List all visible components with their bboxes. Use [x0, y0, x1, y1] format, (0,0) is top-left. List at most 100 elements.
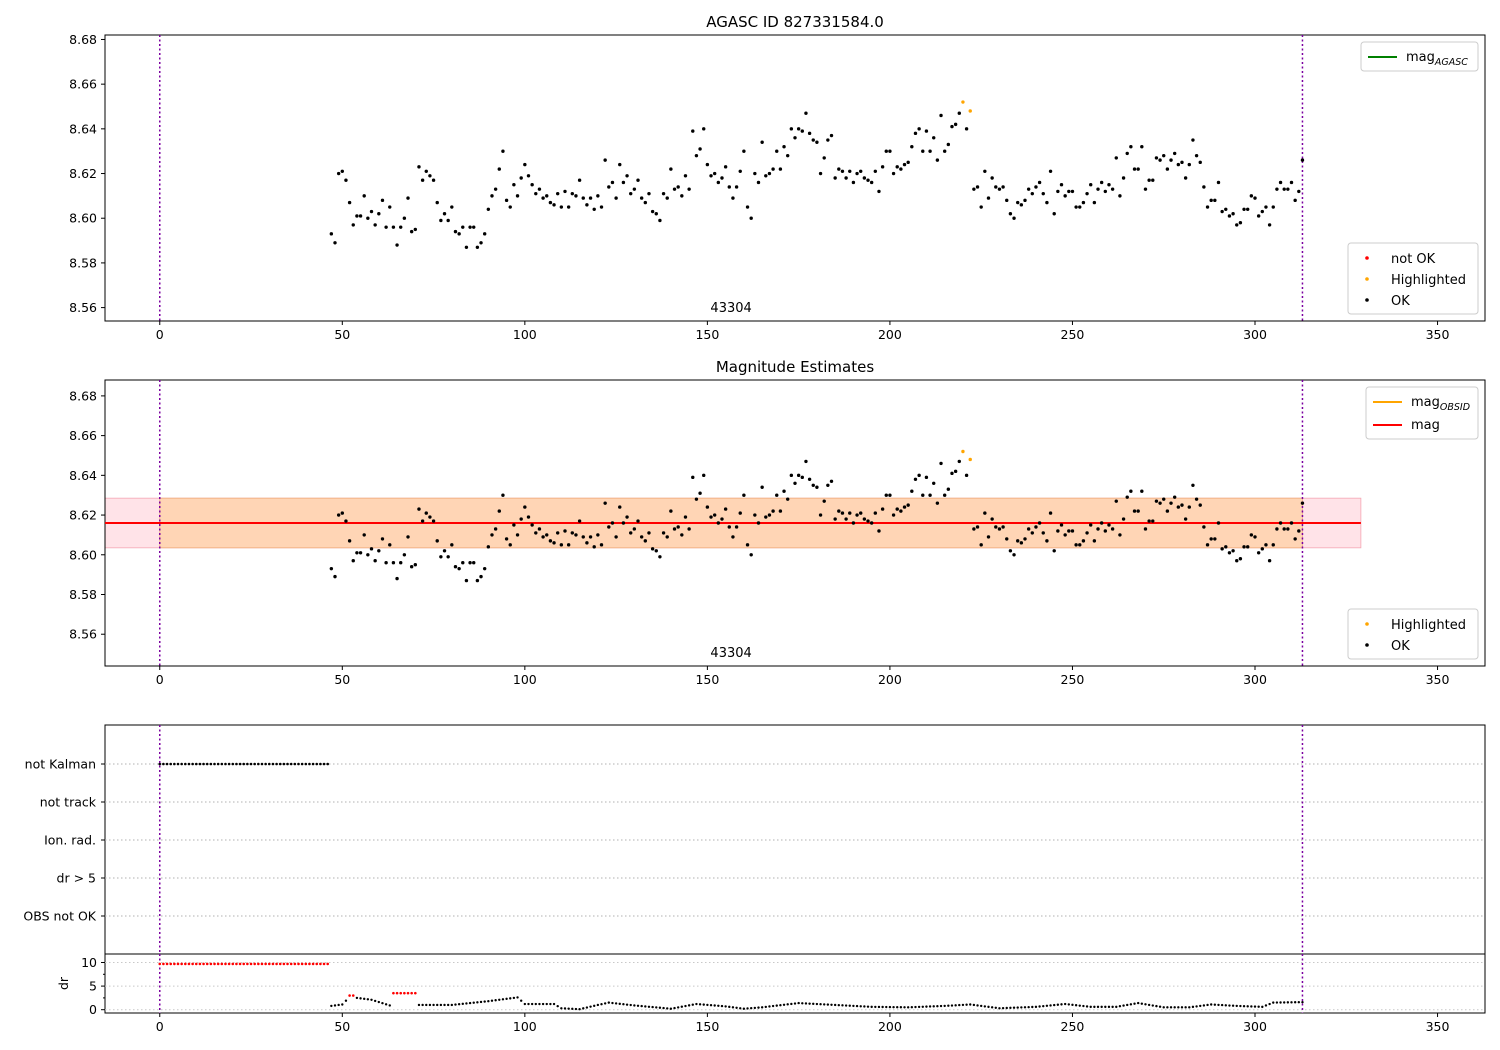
p1-point-ok [855, 171, 859, 176]
p4-dr-point [1166, 1006, 1169, 1009]
p2-point-ok [1005, 537, 1009, 541]
p2-point-ok [950, 471, 954, 476]
p4-dr-point [1031, 1005, 1034, 1009]
p2-point-ok [369, 547, 374, 551]
p4-dr-point-not-ok [257, 962, 260, 966]
p4-dr-point [585, 1006, 589, 1009]
p1-point-ok [1169, 158, 1173, 162]
p3-not-kalman-point [286, 762, 289, 766]
p2-point-ok [1026, 527, 1031, 531]
p1-point-ok [1045, 200, 1049, 205]
p4-dr-point [1217, 1003, 1220, 1007]
p4-dr-point [954, 1004, 957, 1007]
p4-dr-point [1005, 1006, 1008, 1010]
p4-dr-point [541, 1002, 545, 1006]
p3-not-kalman-point [198, 762, 202, 766]
p2-point-ok [895, 507, 899, 511]
p2-point-ok [975, 525, 980, 529]
p1-point-ok [712, 171, 717, 176]
p1-point-ok [921, 149, 925, 153]
p1-point-ok [1275, 187, 1279, 191]
p1-point-ok [395, 243, 399, 247]
p2-point-ok [1052, 549, 1056, 553]
p2-point-ok [442, 549, 447, 553]
p1-point-ok [428, 174, 432, 178]
p4-dr-point [1042, 1004, 1045, 1008]
p1-point-ok [1037, 180, 1042, 185]
p4-dr-point [1144, 1003, 1147, 1006]
p2-point-ok [716, 521, 721, 525]
p1-point-ok [764, 174, 768, 178]
p4-dr-point [1177, 1006, 1180, 1009]
p3-not-kalman-point [209, 762, 213, 766]
p2-point-ok [723, 507, 728, 511]
p1-point-ok [461, 225, 465, 229]
p4-dr-point [969, 1003, 972, 1006]
p4-dr-point-not-ok [392, 991, 395, 995]
p4-dr-point-not-ok [246, 962, 249, 966]
p3-not-kalman-point [249, 762, 253, 766]
p1-point-ok [486, 207, 491, 211]
p1-xtick-label: 300 [1243, 327, 1267, 342]
p1-point-ok [1008, 212, 1013, 216]
p2-point-ok [1132, 509, 1137, 513]
p1-point-ok [756, 180, 761, 185]
p1-legend-points [1347, 242, 1479, 315]
p2-point-ok [1154, 499, 1159, 503]
p4-dr-point [589, 1005, 592, 1008]
p2-point-ok [402, 553, 407, 557]
p4-dr-point [764, 1005, 767, 1009]
p4-dr-point [1220, 1003, 1224, 1007]
p2-point-ok [493, 527, 498, 531]
p4-dr-point [640, 1004, 643, 1008]
p4-dr-point [1009, 1006, 1012, 1010]
p2-point-ok [669, 509, 673, 513]
p4-dr-point [582, 1007, 585, 1010]
p4-dr-point [501, 998, 505, 1001]
p4-dr-point [366, 998, 370, 1001]
p2-point-ok [1282, 527, 1286, 531]
p1-point-ok [1034, 185, 1038, 189]
p2-point-ok [1136, 509, 1140, 513]
p2-xtick-label: 300 [1243, 672, 1267, 687]
p1-point-ok [369, 209, 374, 214]
p1-point-ok [888, 149, 892, 153]
p2-point-ok [501, 493, 505, 497]
p1-point-ok [373, 223, 377, 227]
p4-dr-point [330, 1004, 333, 1008]
p1-point-ok [1172, 151, 1177, 156]
p4-dr-point [841, 1004, 844, 1007]
p2-point-ok [1140, 489, 1144, 493]
p4-dr-point [779, 1004, 782, 1007]
p2-point-ok [344, 519, 348, 523]
p4-dr-point [465, 1002, 468, 1005]
p4-dr-point-not-ok [311, 962, 315, 966]
p2-ytick-label: 8.68 [69, 388, 97, 403]
p2-point-ok [413, 563, 418, 567]
p2-point-ok [482, 566, 487, 571]
p2-point-ok [742, 493, 746, 497]
p4-dr-point [684, 1004, 687, 1008]
p2-point-ok [698, 491, 702, 495]
p1-point-ok [1067, 189, 1071, 194]
p2-point-ok [1194, 497, 1199, 501]
p1-point-ok [1030, 191, 1035, 196]
p4-dr-point [443, 1003, 446, 1007]
p2-point-ok [994, 525, 998, 529]
p2-point-ok [1151, 519, 1155, 523]
p3-not-kalman-point [162, 762, 165, 766]
p1-point-ok [468, 225, 472, 229]
p4-dr-point [1188, 1006, 1191, 1009]
p1-point-ok [1216, 180, 1221, 185]
p2-point-ok [983, 511, 987, 515]
p1-point-ok [563, 189, 567, 194]
p2-point-ok [1107, 523, 1111, 527]
p1-point-ok [1198, 160, 1202, 165]
p1-point-ok [1260, 209, 1265, 214]
p3-not-kalman-point [213, 762, 216, 766]
p4-dr-point [644, 1005, 647, 1008]
p4-dr-point [1063, 1002, 1067, 1006]
p1-point-ok [1289, 180, 1294, 185]
p4-dr-point [363, 997, 366, 1001]
p1-point-ok [1271, 205, 1275, 209]
